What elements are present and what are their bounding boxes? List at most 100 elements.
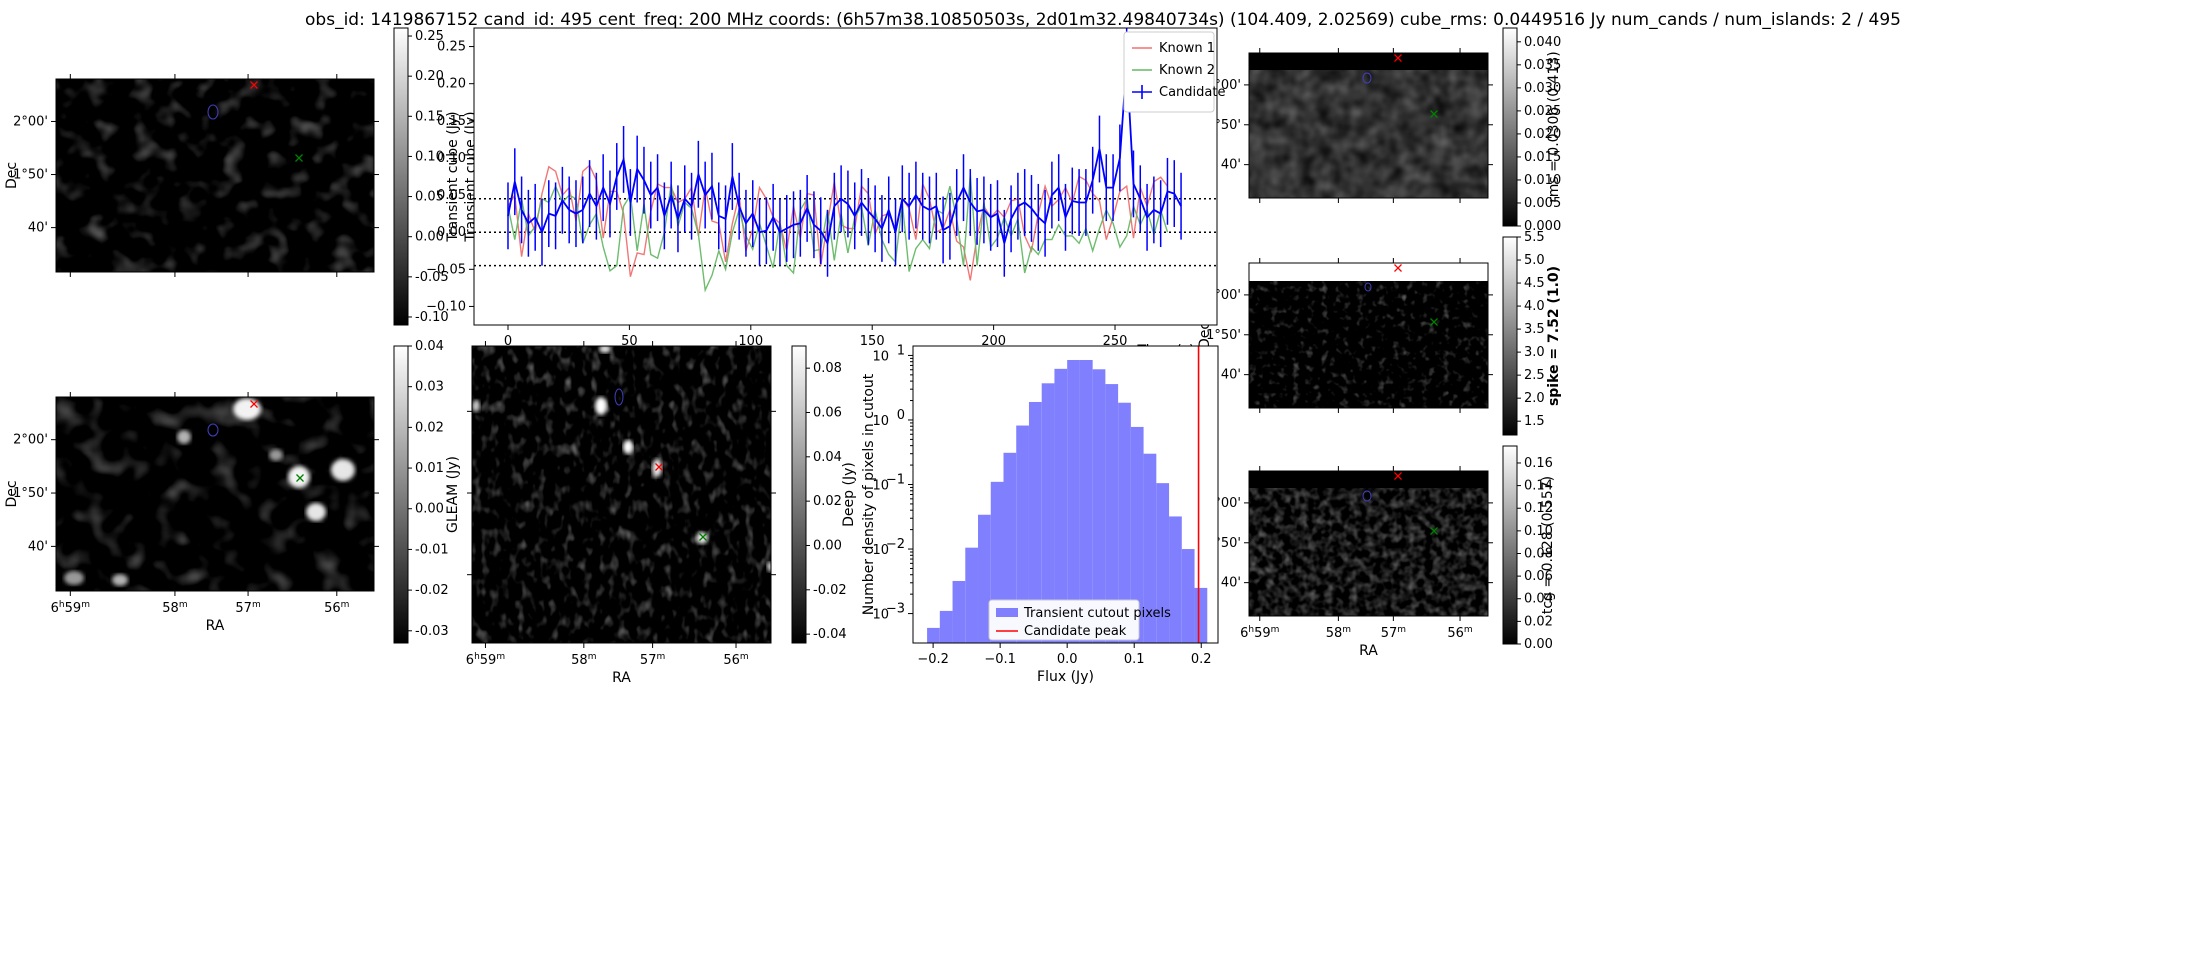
hist-xtick-label: 0.1: [1124, 652, 1145, 667]
histogram-bar: [1143, 453, 1157, 643]
deep-source-4: [472, 400, 480, 412]
spike-image-noise: [1249, 263, 1488, 408]
gleam-cbar-tick-label: 0.02: [415, 420, 444, 435]
spike-cbar-tick-label: 2.0: [1524, 391, 1545, 406]
lc-xtick-label: 100: [738, 334, 763, 349]
tcg-known-marker: [1430, 527, 1438, 535]
lc-legend-label: Known 2: [1159, 63, 1215, 78]
gleam-image-noise: [56, 397, 374, 591]
tcg-contour: [1362, 490, 1372, 502]
deep-image-shade: [472, 346, 771, 643]
hist-ytick-exp: 1: [897, 343, 905, 358]
tcg-cbar-label: tcg = 0.128 (0.557): [1540, 476, 1556, 614]
deep-cbar-tick-label: 0.02: [813, 494, 842, 509]
hist-legend: [988, 599, 1140, 641]
transient-contour: [207, 104, 219, 120]
deep-ra-tick-label: 58m: [571, 652, 596, 668]
spike-blank-strip: [1249, 263, 1488, 281]
spike-cbar-tick-label: 2.5: [1524, 368, 1545, 383]
rms-dec-tick-label: 40': [1221, 158, 1241, 173]
rms-candidate-marker: [1394, 54, 1402, 62]
transient-cbar-tick-label: -0.10: [415, 310, 449, 325]
deep-ra-tick-label: 6h59m: [466, 652, 505, 668]
histogram-bar: [927, 627, 940, 643]
rms-image-noise: [1249, 53, 1488, 198]
rms-known-marker: [1430, 110, 1438, 118]
lc-ytick-label: −0.05: [426, 262, 466, 277]
lc-xtick-label: 50: [621, 334, 638, 349]
gleam-known-marker: [296, 474, 304, 482]
rms-cbar-tick-label: 0.020: [1524, 127, 1561, 142]
spike-cbar-tick-label: 3.0: [1524, 345, 1545, 360]
spike-dec-label: Dec: [1197, 322, 1213, 349]
spike-contour: [1364, 282, 1372, 292]
rms-cbar-tick-label: 0.010: [1524, 173, 1561, 188]
gleam-candidate-marker: [250, 400, 258, 408]
gleam-cbar-tick-label: 0.00: [415, 502, 444, 517]
deep-source-5: [599, 345, 611, 353]
deep-cbar-tick-label: 0.08: [813, 361, 842, 376]
rms-colorbar: [1502, 27, 1518, 227]
gleam-source-7: [64, 571, 84, 585]
tcg-blank-strip: [1249, 471, 1488, 488]
hist-ytick-label: 10: [872, 349, 889, 364]
deep-cbar-tick-label: -0.02: [813, 583, 847, 598]
deep-known-marker: [699, 533, 707, 541]
transient-image-noise: [56, 79, 374, 272]
figure-title: obs_id: 1419867152 cand_id: 495 cent_fre…: [305, 10, 1901, 30]
deep-source-2: [652, 459, 662, 477]
gleam-source-2: [306, 503, 326, 521]
rms-contour: [1362, 72, 1372, 84]
histogram-bar: [1054, 368, 1068, 643]
tcg-colorbar: [1502, 445, 1518, 645]
histogram-bar: [1156, 483, 1170, 643]
rms-blank-strip: [1249, 53, 1488, 70]
spike-known-marker: [1430, 318, 1438, 326]
lc-legend-label: Known 1: [1159, 41, 1215, 56]
transient-cbar-tick-label: 0.05: [415, 190, 444, 205]
rms-cbar-tick-label: 0.005: [1524, 196, 1561, 211]
spike-cbar-tick-label: 1.5: [1524, 414, 1545, 429]
spike-cbar-tick-label: 4.5: [1524, 276, 1545, 291]
histogram-bar: [1105, 384, 1119, 643]
tcg-panel: 6h59m58m57m56m2°00'1°50'40'DecRA0.160.14…: [1197, 445, 1556, 659]
transient-frame: [55, 78, 375, 273]
transient-cbar-tick-label: 0.25: [415, 29, 444, 44]
gleam-dec-tick-label: 2°00': [13, 433, 48, 448]
deep-ra-label: RA: [612, 670, 631, 686]
tcg-ra-tick-label: 58m: [1326, 625, 1351, 641]
rms-cbar-tick-label: 0.040: [1524, 35, 1561, 50]
hist-xtick-label: −0.2: [917, 652, 949, 667]
tcg-cbar-tick-label: 0.12: [1524, 501, 1553, 516]
gleam-source-6: [112, 574, 128, 586]
deep-cbar-tick-label: 0.00: [813, 538, 842, 553]
hist-ytick-label: 10: [872, 479, 889, 494]
spike-cbar-tick-label: 3.5: [1524, 322, 1545, 337]
lc-xtick-label: 200: [981, 334, 1006, 349]
deep-image-noise: [472, 346, 771, 643]
deep-cbar-tick-label: 0.04: [813, 450, 842, 465]
histogram-bar: [1118, 402, 1131, 643]
gleam-cbar-tick-label: -0.03: [415, 624, 449, 639]
lc-ytick-label: 0.15: [437, 114, 466, 129]
rms-cbar-tick-label: 0.015: [1524, 150, 1561, 165]
rms-panel: 2°00'1°50'40'Dec0.0400.0350.0300.0250.02…: [1197, 27, 1562, 234]
histogram-bar: [1181, 549, 1195, 643]
spike-dec-tick-label: 40': [1221, 368, 1241, 383]
hist-legend-swatch-fill: [996, 608, 1018, 617]
lc-xtick-label: 250: [1103, 334, 1128, 349]
histogram-bar: [1016, 425, 1029, 643]
gleam-source-5: [269, 449, 283, 461]
tcg-ra-tick-label: 56m: [1447, 625, 1472, 641]
histogram-panel: −0.2 −0.1 0.0 0.1 0.210−310−210−110 010 1Flux …: [861, 343, 1219, 685]
gleam-cbar-tick-label: 0.04: [415, 339, 444, 354]
lc-ylabel: Transient cube (Jy): [445, 111, 461, 242]
histogram-bar: [1079, 359, 1093, 643]
lc-ytick-label: 0.00: [437, 225, 466, 240]
transient-dec-tick-label: 40': [28, 221, 48, 236]
spike-candidate-marker: [1394, 264, 1402, 272]
gleam-cbar-tick-label: 0.03: [415, 380, 444, 395]
series-candidate: [507, 61, 1182, 246]
tcg-image-noise: [1249, 471, 1488, 616]
gleam-panel: 6h59m 58m 57m 56m 2°00' 1°50' 40' Dec RA 0.04 0.03…: [4, 339, 461, 644]
